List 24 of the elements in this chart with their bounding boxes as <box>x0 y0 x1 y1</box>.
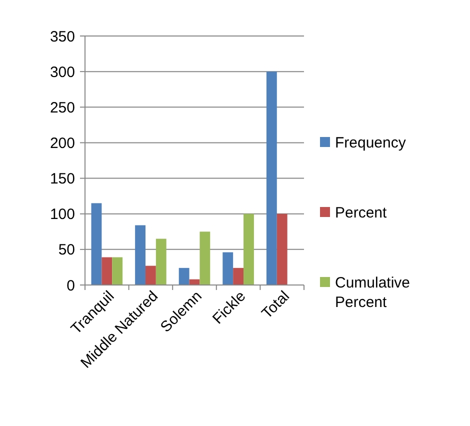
y-tick-label: 150 <box>50 170 75 188</box>
bar <box>102 257 112 285</box>
y-tick-label: 200 <box>50 134 75 152</box>
bar <box>156 238 166 285</box>
y-tick-label: 100 <box>50 206 75 224</box>
bar <box>276 214 288 285</box>
bar <box>244 214 254 285</box>
y-tick-label: 350 <box>50 28 75 46</box>
bar <box>91 203 102 285</box>
legend-label: Frequency <box>335 134 406 152</box>
y-tick-label: 250 <box>50 99 75 116</box>
bar <box>112 257 123 285</box>
legend-label: Cumulative Percent <box>335 274 410 311</box>
bar <box>233 268 244 285</box>
y-tick-label: 50 <box>58 242 75 259</box>
legend-label: Percent <box>335 204 388 222</box>
bar <box>135 225 146 285</box>
y-tick-label: 300 <box>50 64 75 81</box>
bar <box>200 232 210 285</box>
y-tick-label: 0 <box>66 277 75 294</box>
bar <box>222 252 234 285</box>
bar <box>178 268 190 285</box>
bar <box>145 266 156 285</box>
bar <box>266 72 277 285</box>
